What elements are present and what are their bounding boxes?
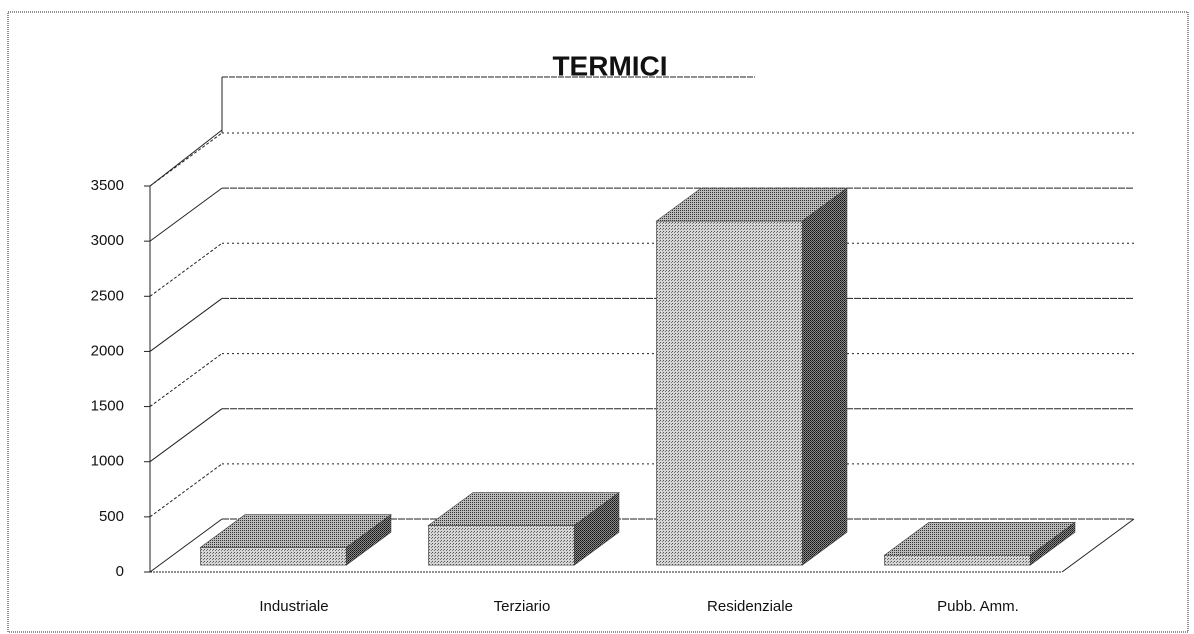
y-tick-label: 2000 [91,342,124,359]
wall-top [149,129,223,187]
grid-line [149,187,223,242]
bar-front [884,554,1031,566]
x-tick-label: Terziario [494,598,551,615]
chart-frame [7,11,1189,633]
bar-front [200,547,347,566]
y-tick-label: 1000 [91,453,124,470]
grid-line [149,518,223,573]
floor-right [1061,518,1135,573]
y-tick-label: 1500 [91,398,124,415]
bar-front [428,525,575,566]
grid-line [149,298,223,352]
bar-side [346,514,392,566]
grid-line [149,353,223,407]
y-tick-label: 2500 [91,287,124,304]
x-tick-label: Residenziale [707,598,793,615]
x-tick-label: Industriale [259,598,328,615]
y-tick-label: 3000 [91,232,124,249]
y-tick-label: 500 [99,508,124,525]
bar-front [656,220,803,566]
chart-title: TERMICI [552,50,667,81]
x-tick-label: Pubb. Amm. [937,598,1019,615]
y-tick-label: 3500 [91,177,124,194]
grid-line [149,408,223,463]
bar-side [802,187,848,566]
grid-line [149,463,223,518]
y-tick-label: 0 [116,563,124,580]
bar-side [1030,521,1076,566]
bar-side [574,491,620,566]
grid-line [149,242,223,297]
